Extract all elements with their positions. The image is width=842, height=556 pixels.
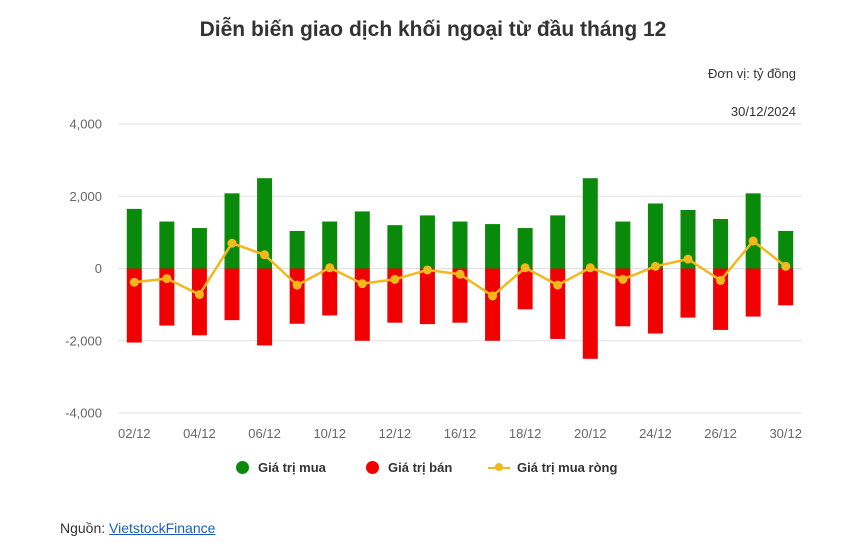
sell-bar: [647, 268, 663, 334]
net-point: [781, 261, 791, 271]
buy-bar: [517, 228, 533, 269]
legend-sell-marker: [366, 461, 379, 474]
net-point: [618, 274, 628, 284]
legend-buy[interactable]: Giá trị mua: [236, 460, 326, 475]
buy-bar: [257, 178, 273, 269]
x-tick-label: 20/12: [574, 426, 607, 441]
sell-bar: [257, 268, 273, 346]
net-point: [748, 236, 758, 246]
buy-bar: [647, 203, 663, 269]
net-point: [422, 265, 432, 275]
buy-bar: [680, 209, 696, 269]
net-point: [650, 261, 660, 271]
legend-net-marker: [488, 461, 510, 474]
sell-bar: [615, 268, 631, 327]
x-tick-labels: 02/12 04/12 06/12 10/12 12/12 16/12 18/12 20/12…: [118, 426, 802, 441]
net-point: [488, 291, 498, 301]
net-point: [162, 274, 172, 284]
y-tick-label: 4,000: [69, 117, 102, 132]
y-tick-label: 0: [95, 261, 102, 276]
net-point: [455, 269, 465, 279]
x-tick-label: 30/12: [769, 426, 802, 441]
sell-bar: [517, 268, 533, 310]
buy-bar: [159, 221, 175, 269]
source-link[interactable]: VietstockFinance: [109, 520, 216, 536]
x-tick-label: 12/12: [379, 426, 412, 441]
net-point: [292, 280, 302, 290]
x-tick-label: 18/12: [509, 426, 542, 441]
unit-label: Đơn vị: tỷ đồng: [707, 66, 796, 81]
sell-bar: [713, 268, 729, 330]
net-point: [194, 290, 204, 300]
net-point: [227, 238, 237, 248]
sell-bar: [485, 268, 501, 341]
buy-bar: [582, 178, 598, 269]
x-tick-label: 02/12: [118, 426, 151, 441]
sell-bar: [452, 268, 468, 323]
sell-bar: [126, 268, 142, 343]
x-tick-label: 16/12: [444, 426, 477, 441]
date-label: 30/12/2024: [730, 104, 796, 119]
buy-bar: [289, 230, 305, 269]
buy-bar: [419, 215, 435, 269]
sell-bar: [680, 268, 696, 318]
buy-bar: [550, 215, 566, 269]
buy-bar: [126, 208, 142, 269]
net-point: [585, 263, 595, 273]
chart-title: Diễn biến giao dịch khối ngoại từ đầu th…: [199, 18, 667, 41]
y-tick-labels: 4,000 2,000 0 -2,000 -4,000: [65, 117, 102, 421]
sell-bar: [550, 268, 566, 339]
sell-bar: [322, 268, 338, 316]
sell-bar: [387, 268, 403, 323]
y-tick-label: -4,000: [65, 406, 102, 421]
buy-bar: [615, 221, 631, 269]
sell-bar: [354, 268, 370, 341]
net-point: [520, 263, 530, 273]
net-point: [390, 274, 400, 284]
source-prefix: Nguồn:: [60, 520, 110, 536]
net-point: [325, 263, 335, 273]
legend-buy-label: Giá trị mua: [258, 460, 326, 475]
x-tick-label: 10/12: [313, 426, 346, 441]
buy-bar: [745, 193, 761, 269]
net-point: [683, 254, 693, 264]
buy-bar: [713, 219, 729, 269]
sell-bar: [745, 268, 761, 317]
buy-bar: [191, 228, 207, 269]
x-tick-label: 04/12: [183, 426, 216, 441]
sell-bar: [419, 268, 435, 325]
legend-net-label: Giá trị mua ròng: [517, 460, 618, 475]
buy-bar: [778, 230, 794, 269]
legend-sell[interactable]: Giá trị bán: [366, 460, 452, 475]
buy-bar: [485, 224, 501, 269]
net-point: [129, 277, 139, 287]
net-point: [716, 275, 726, 285]
y-tick-label: -2,000: [65, 333, 102, 348]
net-point: [357, 279, 367, 289]
sell-bar: [159, 268, 175, 326]
sell-bar: [778, 268, 794, 306]
buy-bar: [224, 193, 240, 269]
legend-sell-label: Giá trị bán: [388, 460, 453, 475]
buy-bar: [452, 221, 468, 269]
sell-bar: [191, 268, 207, 336]
sell-bar: [582, 268, 598, 359]
sell-bar: [289, 268, 305, 324]
legend-buy-marker: [236, 461, 249, 474]
x-tick-label: 24/12: [639, 426, 672, 441]
source-note: Nguồn: VietstockFinance: [60, 520, 215, 536]
x-tick-label: 06/12: [248, 426, 281, 441]
legend-net[interactable]: Giá trị mua ròng: [488, 460, 617, 475]
sell-bar: [224, 268, 240, 321]
net-point: [260, 250, 270, 260]
bar-layer: [126, 178, 794, 359]
buy-bar: [387, 225, 403, 269]
y-tick-label: 2,000: [69, 189, 102, 204]
net-line-layer: [129, 236, 791, 301]
buy-bar: [354, 211, 370, 269]
buy-bar: [322, 221, 338, 269]
x-tick-label: 26/12: [704, 426, 737, 441]
net-point: [553, 280, 563, 290]
